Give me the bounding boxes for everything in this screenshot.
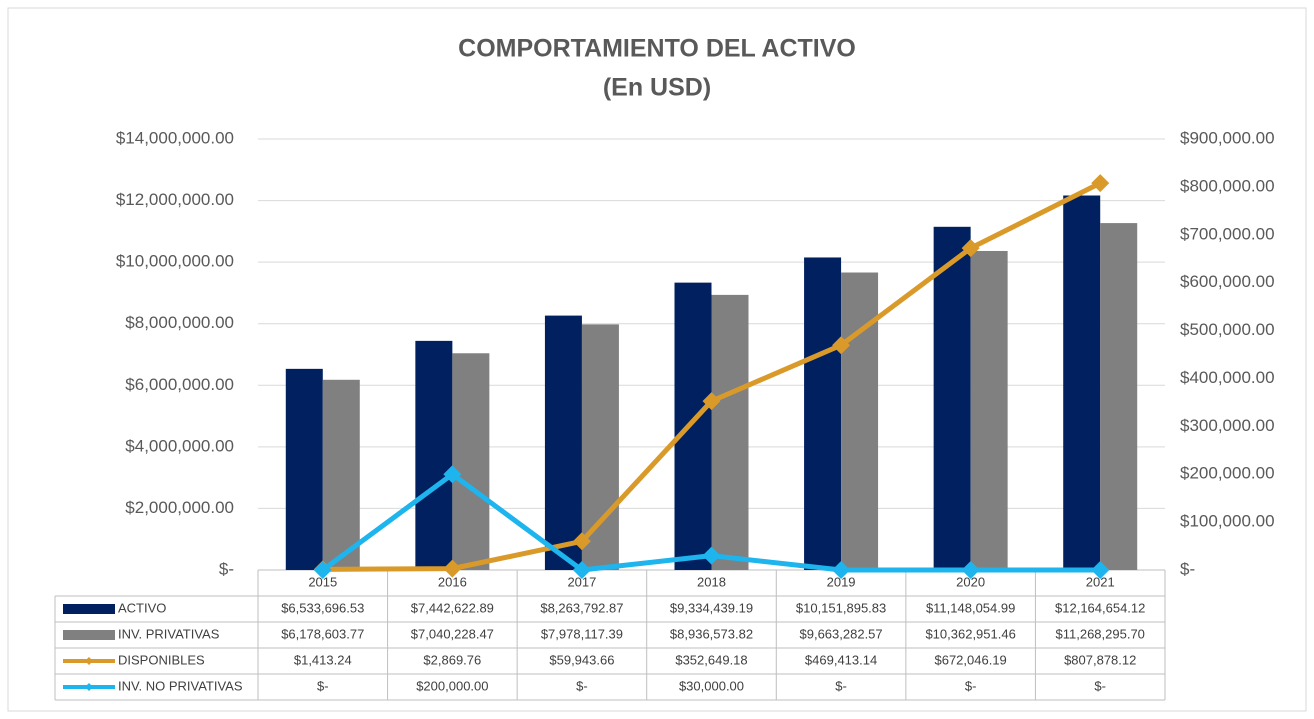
line-marker <box>1091 174 1110 193</box>
x-tick-label: 2016 <box>438 574 467 589</box>
y-tick-label: $2,000,000.00 <box>125 498 234 517</box>
table-cell: $- <box>317 678 329 693</box>
bar <box>933 226 971 570</box>
bar <box>1063 195 1101 570</box>
table-cell: $8,263,792.87 <box>540 600 623 615</box>
table-cell: $- <box>576 678 588 693</box>
line-marker <box>1091 561 1110 579</box>
table-cell: $11,148,054.99 <box>926 600 1015 615</box>
bar <box>322 379 360 570</box>
table-cell: $- <box>835 678 847 693</box>
x-tick-label: 2015 <box>308 574 337 589</box>
table-cell: $469,413.14 <box>805 652 877 667</box>
bar <box>804 257 842 570</box>
legend-key <box>85 657 93 665</box>
y-tick-label: $8,000,000.00 <box>125 313 234 332</box>
table-cell: $59,943.66 <box>549 652 614 667</box>
line-marker <box>832 561 851 579</box>
y2-tick-label: $200,000.00 <box>1180 464 1275 483</box>
table-cell: $1,413.24 <box>294 652 352 667</box>
x-tick-label: 2020 <box>956 574 985 589</box>
y-tick-label: $4,000,000.00 <box>125 436 234 455</box>
x-tick-label: 2017 <box>567 574 596 589</box>
table-cell: $7,978,117.39 <box>541 626 623 641</box>
table-cell: $807,878.12 <box>1064 652 1136 667</box>
table-cell: $2,869.76 <box>423 652 481 667</box>
line-marker <box>961 561 980 579</box>
bar <box>581 324 619 570</box>
bar <box>674 282 712 570</box>
line-marker <box>832 336 851 355</box>
table-cell: $352,649.18 <box>675 652 747 667</box>
chart-title: COMPORTAMIENTO DEL ACTIVO <box>458 35 856 63</box>
y2-tick-label: $700,000.00 <box>1180 224 1275 243</box>
y2-tick-label: $400,000.00 <box>1180 368 1275 387</box>
y-tick-label: $10,000,000.00 <box>116 252 234 271</box>
bar <box>452 353 490 570</box>
legend-key <box>85 683 93 691</box>
y2-tick-label: $800,000.00 <box>1180 176 1275 195</box>
table-cell: $8,936,573.82 <box>670 626 753 641</box>
legend-key <box>63 630 115 640</box>
table-cell: $200,000.00 <box>416 678 488 693</box>
table-cell: $12,164,654.12 <box>1055 600 1145 615</box>
legend-label: DISPONIBLES <box>118 652 205 667</box>
y2-tick-label: $300,000.00 <box>1180 416 1275 435</box>
bar <box>711 294 749 570</box>
table-cell: $6,178,603.77 <box>281 626 364 641</box>
y-tick-label: $12,000,000.00 <box>116 190 234 209</box>
y-tick-label: $6,000,000.00 <box>125 375 234 394</box>
line-marker <box>702 392 721 411</box>
x-tick-label: 2018 <box>697 574 726 589</box>
legend-label: INV. NO PRIVATIVAS <box>118 678 243 693</box>
x-tick-label: 2021 <box>1086 574 1115 589</box>
legend-key <box>63 604 115 614</box>
line-marker <box>313 561 332 579</box>
y2-tick-label: $900,000.00 <box>1180 128 1275 147</box>
bar <box>544 315 582 570</box>
line-marker <box>443 465 462 484</box>
y2-tick-label: $600,000.00 <box>1180 272 1275 291</box>
y-tick-label: $- <box>219 559 234 578</box>
line-marker <box>572 561 591 579</box>
table-cell: $7,040,228.47 <box>411 626 494 641</box>
table-cell: $10,362,951.46 <box>925 626 1015 641</box>
line-marker <box>572 532 591 551</box>
y-tick-label: $14,000,000.00 <box>116 128 234 147</box>
bar <box>415 340 453 570</box>
table-cell: $- <box>965 678 977 693</box>
table-cell: $- <box>1094 678 1106 693</box>
chart-subtitle: (En USD) <box>603 74 711 102</box>
bar <box>970 250 1008 571</box>
table-cell: $6,533,696.53 <box>281 600 364 615</box>
y2-tick-label: $500,000.00 <box>1180 320 1275 339</box>
y2-tick-label: $- <box>1180 559 1195 578</box>
table-cell: $9,663,282.57 <box>800 626 883 641</box>
table-cell: $672,046.19 <box>934 652 1006 667</box>
line-marker <box>702 546 721 565</box>
legend-label: ACTIVO <box>118 600 166 615</box>
bar <box>1100 223 1138 570</box>
bar <box>285 368 323 570</box>
line-marker <box>961 239 980 258</box>
bar <box>841 272 879 570</box>
table-cell: $30,000.00 <box>679 678 744 693</box>
table-cell: $11,268,295.70 <box>1056 626 1145 641</box>
table-cell: $7,442,622.89 <box>411 600 494 615</box>
line-marker <box>443 559 462 578</box>
table-cell: $9,334,439.19 <box>670 600 753 615</box>
x-tick-label: 2019 <box>827 574 856 589</box>
y2-tick-label: $100,000.00 <box>1180 512 1275 531</box>
table-cell: $10,151,895.83 <box>796 600 886 615</box>
legend-label: INV. PRIVATIVAS <box>118 626 220 641</box>
